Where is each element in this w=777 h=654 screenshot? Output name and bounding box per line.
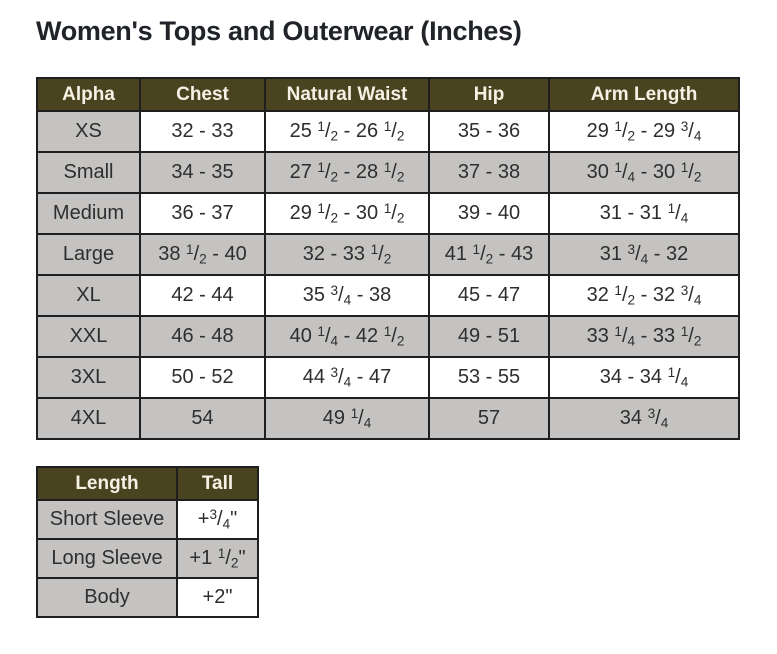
natural-waist-cell: 27 1/2 - 28 1/2: [264, 151, 430, 194]
chest-cell: 42 - 44: [139, 274, 266, 317]
length-row-body: Body +2": [36, 577, 259, 618]
natural-waist-cell: 29 1/2 - 30 1/2: [264, 192, 430, 235]
chest-cell: 34 - 35: [139, 151, 266, 194]
size-row-xxl: XXL 46 - 48 40 1/4 - 42 1/2 49 - 51 33 1…: [36, 315, 740, 358]
hip-cell: 41 1/2 - 43: [428, 233, 550, 276]
tall-adjustment-cell: +3/4": [176, 499, 259, 540]
header-cell-length: Length: [36, 466, 178, 501]
size-row-4xl: 4XL 54 49 1/4 57 34 3/4: [36, 397, 740, 440]
tall-adjustment-cell: +2": [176, 577, 259, 618]
row-label: Body: [36, 577, 178, 618]
row-label: XS: [36, 110, 141, 153]
hip-cell: 37 - 38: [428, 151, 550, 194]
length-table-header-row: Length Tall: [36, 466, 259, 501]
row-label: 4XL: [36, 397, 141, 440]
arm-length-cell: 33 1/4 - 33 1/2: [548, 315, 740, 358]
row-label: Small: [36, 151, 141, 194]
arm-length-cell: 32 1/2 - 32 3/4: [548, 274, 740, 317]
header-cell-chest: Chest: [139, 77, 266, 112]
length-row-short-sleeve: Short Sleeve +3/4": [36, 499, 259, 540]
arm-length-cell: 29 1/2 - 29 3/4: [548, 110, 740, 153]
hip-cell: 53 - 55: [428, 356, 550, 399]
size-table-header-row: Alpha Chest Natural Waist Hip Arm Length: [36, 77, 740, 112]
natural-waist-cell: 40 1/4 - 42 1/2: [264, 315, 430, 358]
size-row-large: Large 38 1/2 - 40 32 - 33 1/2 41 1/2 - 4…: [36, 233, 740, 276]
header-cell-tall: Tall: [176, 466, 259, 501]
chest-cell: 46 - 48: [139, 315, 266, 358]
arm-length-cell: 31 - 31 1/4: [548, 192, 740, 235]
row-label: XL: [36, 274, 141, 317]
hip-cell: 49 - 51: [428, 315, 550, 358]
row-label: Medium: [36, 192, 141, 235]
row-label: Large: [36, 233, 141, 276]
row-label: Short Sleeve: [36, 499, 178, 540]
tall-adjustment-cell: +1 1/2": [176, 538, 259, 579]
chest-cell: 32 - 33: [139, 110, 266, 153]
header-cell-alpha: Alpha: [36, 77, 141, 112]
size-row-medium: Medium 36 - 37 29 1/2 - 30 1/2 39 - 40 3…: [36, 192, 740, 235]
chest-cell: 54: [139, 397, 266, 440]
header-cell-arm-length: Arm Length: [548, 77, 740, 112]
row-label: Long Sleeve: [36, 538, 178, 579]
natural-waist-cell: 44 3/4 - 47: [264, 356, 430, 399]
size-row-xs: XS 32 - 33 25 1/2 - 26 1/2 35 - 36 29 1/…: [36, 110, 740, 153]
row-label: XXL: [36, 315, 141, 358]
row-label: 3XL: [36, 356, 141, 399]
hip-cell: 45 - 47: [428, 274, 550, 317]
size-chart-table: Alpha Chest Natural Waist Hip Arm Length…: [36, 77, 740, 440]
arm-length-cell: 31 3/4 - 32: [548, 233, 740, 276]
natural-waist-cell: 49 1/4: [264, 397, 430, 440]
hip-cell: 39 - 40: [428, 192, 550, 235]
natural-waist-cell: 32 - 33 1/2: [264, 233, 430, 276]
page-title: Women's Tops and Outerwear (Inches): [36, 16, 522, 46]
size-row-small: Small 34 - 35 27 1/2 - 28 1/2 37 - 38 30…: [36, 151, 740, 194]
length-row-long-sleeve: Long Sleeve +1 1/2": [36, 538, 259, 579]
arm-length-cell: 34 - 34 1/4: [548, 356, 740, 399]
arm-length-cell: 34 3/4: [548, 397, 740, 440]
chest-cell: 38 1/2 - 40: [139, 233, 266, 276]
size-row-xl: XL 42 - 44 35 3/4 - 38 45 - 47 32 1/2 - …: [36, 274, 740, 317]
natural-waist-cell: 35 3/4 - 38: [264, 274, 430, 317]
length-adjustment-table: Length Tall Short Sleeve +3/4" Long Slee…: [36, 466, 259, 618]
size-row-3xl: 3XL 50 - 52 44 3/4 - 47 53 - 55 34 - 34 …: [36, 356, 740, 399]
natural-waist-cell: 25 1/2 - 26 1/2: [264, 110, 430, 153]
hip-cell: 35 - 36: [428, 110, 550, 153]
arm-length-cell: 30 1/4 - 30 1/2: [548, 151, 740, 194]
chest-cell: 36 - 37: [139, 192, 266, 235]
header-cell-hip: Hip: [428, 77, 550, 112]
header-cell-natural-waist: Natural Waist: [264, 77, 430, 112]
chest-cell: 50 - 52: [139, 356, 266, 399]
hip-cell: 57: [428, 397, 550, 440]
